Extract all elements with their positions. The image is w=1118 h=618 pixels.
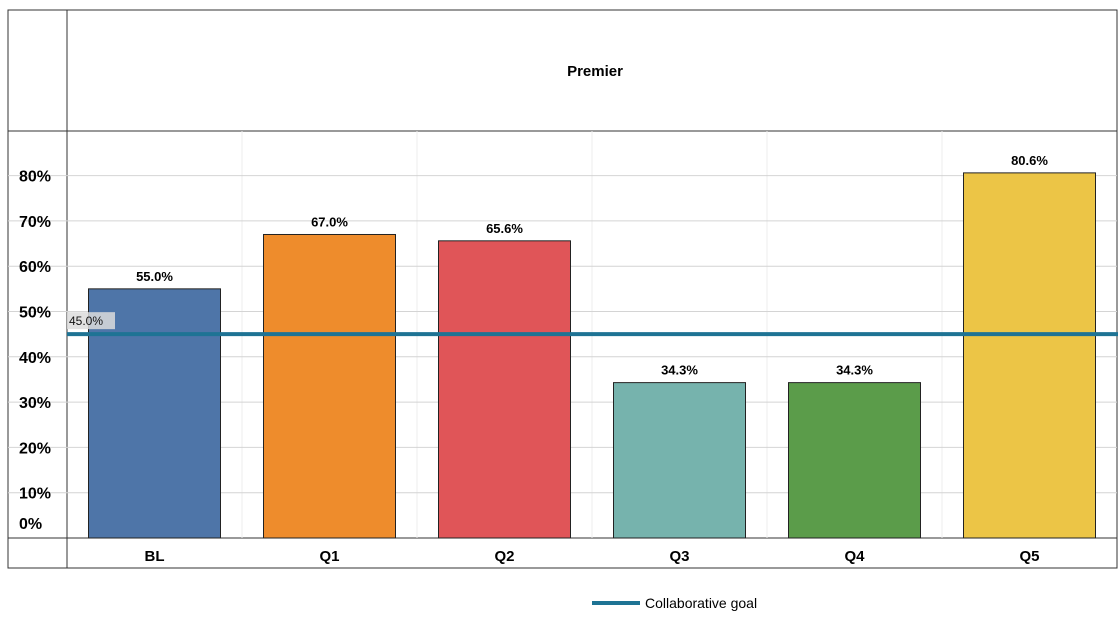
x-tick-label: Q1 <box>319 548 339 565</box>
goal-value-label: 45.0% <box>69 314 103 328</box>
y-tick-label: 80% <box>19 169 51 186</box>
x-tick-label: Q4 <box>844 548 865 565</box>
y-tick-label: 70% <box>19 214 51 231</box>
x-tick-label: Q5 <box>1019 548 1039 565</box>
bar-bl <box>88 288 221 539</box>
y-tick-label: 40% <box>19 350 51 367</box>
bar-q5 <box>963 172 1096 539</box>
data-label: 34.3% <box>661 363 698 378</box>
goal-label-background <box>67 312 115 330</box>
data-label: 80.6% <box>1011 153 1048 168</box>
data-label: 55.0% <box>136 269 173 284</box>
bar-q1 <box>263 233 396 539</box>
data-labels: 55.0% 67.0% 65.6% 34.3% 34.3% 80.6% <box>136 153 1048 378</box>
bars <box>88 172 1096 539</box>
y-tick-label: 30% <box>19 395 51 412</box>
goal-line-group: 45.0% <box>67 312 1118 337</box>
x-tick-label: Q2 <box>494 548 514 565</box>
y-tick-label: 60% <box>19 259 51 276</box>
bar-q3 <box>613 382 746 539</box>
x-axis-category-labels: BL Q1 Q2 Q3 Q4 Q5 <box>145 548 1040 565</box>
data-label: 34.3% <box>836 363 873 378</box>
y-tick-label: 20% <box>19 440 51 457</box>
chart-title: Premier <box>567 63 623 80</box>
data-label: 65.6% <box>486 221 523 236</box>
y-axis-tick-labels: 0% 10% 20% 30% 40% 50% 60% 70% 80% <box>19 169 51 533</box>
bar-q2 <box>438 240 571 539</box>
y-tick-label: 50% <box>19 305 51 322</box>
x-tick-label: BL <box>145 548 165 565</box>
y-tick-label: 0% <box>19 516 42 533</box>
legend: Collaborative goal <box>592 595 757 611</box>
y-tick-label: 10% <box>19 486 51 503</box>
bar-q4 <box>788 382 921 539</box>
x-tick-label: Q3 <box>669 548 689 565</box>
legend-label-collaborative-goal: Collaborative goal <box>645 595 757 611</box>
outer-frame <box>7 9 1118 569</box>
data-label: 67.0% <box>311 214 348 229</box>
